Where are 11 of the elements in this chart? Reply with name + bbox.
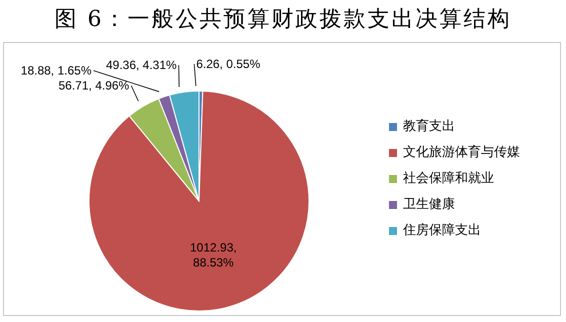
chart-title: 图 6：一般公共预算财政拨款支出决算结构 <box>54 6 512 34</box>
legend-label: 文化旅游体育与传媒 <box>403 144 520 162</box>
data-label: 49.36, 4.31% <box>106 58 178 72</box>
data-label: 56.71, 4.96% <box>58 78 130 93</box>
legend-label: 教育支出 <box>403 118 455 136</box>
legend-label: 卫生健康 <box>403 196 455 214</box>
legend-label: 社会保障和就业 <box>403 170 494 188</box>
data-label: 1012.93, 88.53% <box>190 240 237 270</box>
data-label: 18.88, 1.65% <box>20 64 92 78</box>
legend-label: 住房保障支出 <box>403 222 481 240</box>
data-label: 6.26, 0.55% <box>196 57 261 72</box>
